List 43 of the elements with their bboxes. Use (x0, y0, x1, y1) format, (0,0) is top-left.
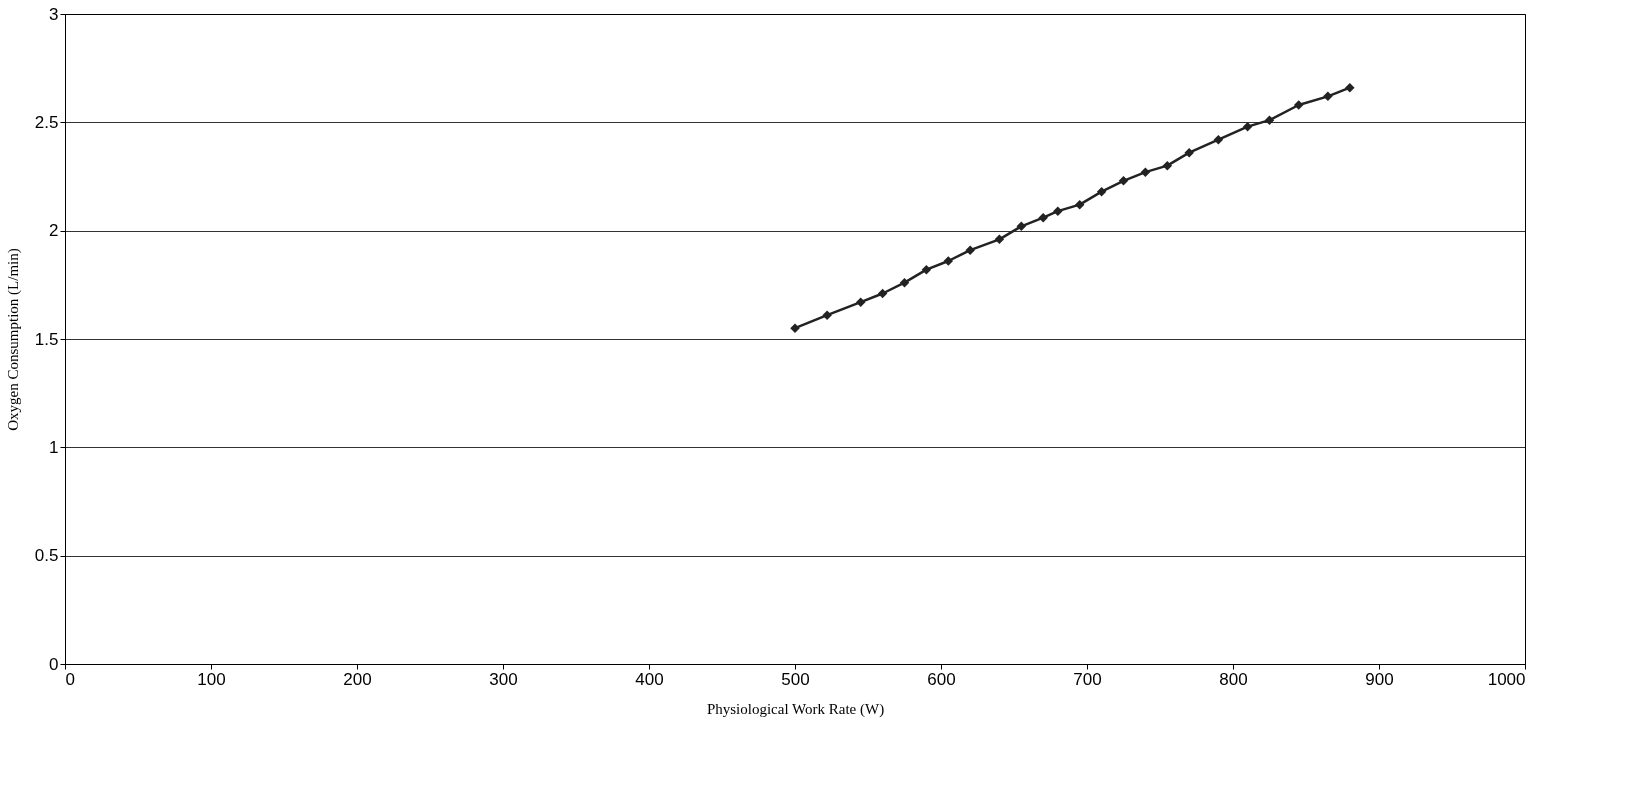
point (1264, 115, 1275, 125)
y-tick-label: 0 (49, 654, 59, 674)
point (943, 256, 954, 266)
x-tick-label: 300 (489, 669, 518, 689)
x-tick-label: 0 (65, 669, 75, 689)
point (994, 234, 1005, 245)
point (1162, 160, 1173, 171)
y-tick-label: 2 (49, 221, 59, 241)
point (1016, 221, 1027, 232)
point (899, 277, 910, 288)
point (1345, 82, 1355, 93)
y-tick-label: 3 (49, 4, 59, 24)
x-tick-label: 800 (1219, 669, 1248, 689)
y-tick-label: 1.5 (34, 329, 59, 349)
point (1213, 134, 1224, 145)
x-tick-label: 500 (781, 669, 810, 689)
point (1140, 167, 1151, 177)
point (921, 264, 932, 275)
y-tick-label: 0.5 (34, 546, 59, 566)
point (855, 297, 866, 307)
point (965, 245, 975, 255)
x-tick-label: 700 (1073, 669, 1102, 689)
y-tick-label: 2.5 (34, 112, 59, 132)
x-tick-label: 100 (197, 669, 226, 689)
point (1074, 199, 1085, 210)
point (1293, 100, 1304, 110)
x-tick-label: 900 (1365, 669, 1394, 689)
point (1323, 91, 1333, 102)
x-tick-label: 1000 (1487, 669, 1526, 689)
x-axis-title: Physiological Work Rate (W) (706, 700, 885, 718)
point (1184, 147, 1194, 158)
x-tick-label: 600 (927, 669, 956, 689)
point (1096, 186, 1107, 197)
x-tick-label: 400 (635, 669, 664, 689)
y-tick-label: 1 (49, 437, 59, 457)
point (1242, 121, 1253, 132)
point (1038, 212, 1048, 223)
point (1053, 206, 1063, 216)
point (1118, 176, 1129, 186)
y-axis-title: Oxygen Consumption (L/min) (4, 248, 22, 431)
point (877, 288, 888, 299)
x-tick-label: 200 (343, 669, 372, 689)
point (822, 310, 832, 320)
